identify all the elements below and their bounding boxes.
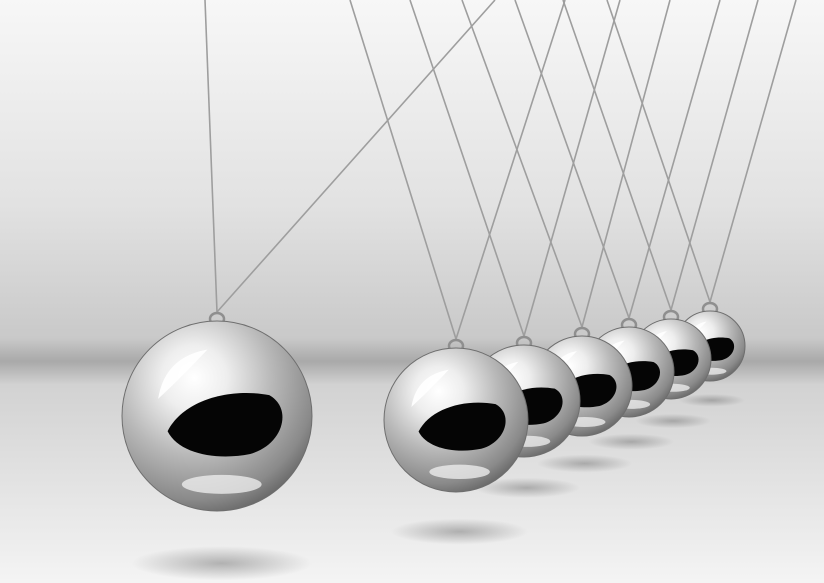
suspension-string — [514, 0, 630, 319]
cradle-balls — [121, 301, 746, 512]
suspension-string — [216, 0, 496, 313]
ball-lower-glint — [429, 464, 490, 480]
ball-shadow — [391, 518, 528, 545]
suspension-string — [709, 0, 797, 303]
ball-shadow — [537, 454, 632, 473]
suspension-string — [606, 0, 711, 303]
suspension-string — [204, 0, 218, 313]
ball-highlight — [158, 349, 208, 399]
suspension-string — [670, 0, 759, 311]
ball-lower-glint — [181, 474, 262, 494]
ball-highlight — [411, 369, 449, 408]
ball-shadow — [473, 477, 580, 498]
ball-shadow — [131, 546, 312, 581]
suspension-string — [455, 0, 566, 340]
steel-ball-icon — [121, 311, 313, 512]
suspension-string — [409, 0, 525, 337]
floor-shadows — [131, 393, 745, 581]
steel-ball-icon — [383, 338, 529, 493]
ball-shadow — [678, 393, 745, 407]
ball-reflection — [167, 393, 283, 457]
suspension-string — [523, 0, 621, 337]
suspension-string — [628, 0, 721, 319]
suspension-string — [349, 0, 457, 340]
suspension-string — [581, 0, 671, 328]
ball-shadow — [635, 413, 711, 429]
suspension-string — [562, 0, 672, 311]
suspension-strings — [204, 0, 797, 340]
ball-reflection — [418, 402, 506, 451]
ball-shadow — [588, 433, 674, 450]
suspension-string — [461, 0, 583, 328]
